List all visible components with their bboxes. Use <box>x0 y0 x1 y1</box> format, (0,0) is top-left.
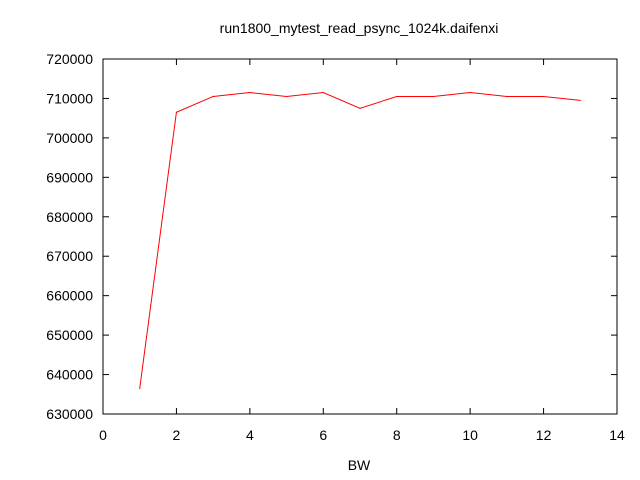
y-tick-label: 700000 <box>46 130 93 146</box>
data-point <box>432 95 435 98</box>
series-line <box>139 92 581 389</box>
data-point <box>322 91 324 94</box>
data-point <box>139 387 141 389</box>
data-point <box>396 95 398 98</box>
y-axis-tick-labels: 630000 640000 650000 660000 670000 680000 6900… <box>46 51 93 422</box>
data-point <box>212 95 214 98</box>
x-axis-tick-labels: 0 2 4 6 8 10 12 14 <box>99 427 625 443</box>
series-layer <box>139 91 581 389</box>
plot-frame <box>102 58 618 415</box>
x-tick-label: 4 <box>246 427 254 443</box>
y-tick-label: 630000 <box>46 406 93 422</box>
x-tick-label: 8 <box>393 427 401 443</box>
y-tick-label: 650000 <box>46 327 93 343</box>
x-axis-ticks <box>102 59 618 414</box>
y-tick-label: 710000 <box>46 90 93 106</box>
x-tick-label: 10 <box>462 427 478 443</box>
x-tick-label: 12 <box>536 427 552 443</box>
x-tick-label: 2 <box>173 427 181 443</box>
y-tick-label: 680000 <box>46 209 93 225</box>
y-axis-ticks <box>103 58 617 415</box>
x-tick-label: 6 <box>319 427 327 443</box>
data-point <box>469 91 471 94</box>
y-tick-label: 660000 <box>46 288 93 304</box>
chart-title: run1800_mytest_read_psync_1024k.daifenxi <box>220 20 499 36</box>
y-tick-label: 690000 <box>46 169 93 185</box>
y-tick-label: 670000 <box>46 248 93 264</box>
data-point <box>285 95 288 98</box>
x-tick-label: 0 <box>99 427 107 443</box>
y-tick-label: 640000 <box>46 367 93 383</box>
data-point <box>359 107 361 109</box>
y-tick-label: 720000 <box>46 51 93 67</box>
x-tick-label: 14 <box>609 427 625 443</box>
x-axis-title: BW <box>348 457 371 473</box>
data-point <box>249 91 251 94</box>
data-point <box>579 99 581 102</box>
data-point <box>506 95 508 98</box>
data-point <box>175 111 178 113</box>
data-point <box>542 95 545 98</box>
